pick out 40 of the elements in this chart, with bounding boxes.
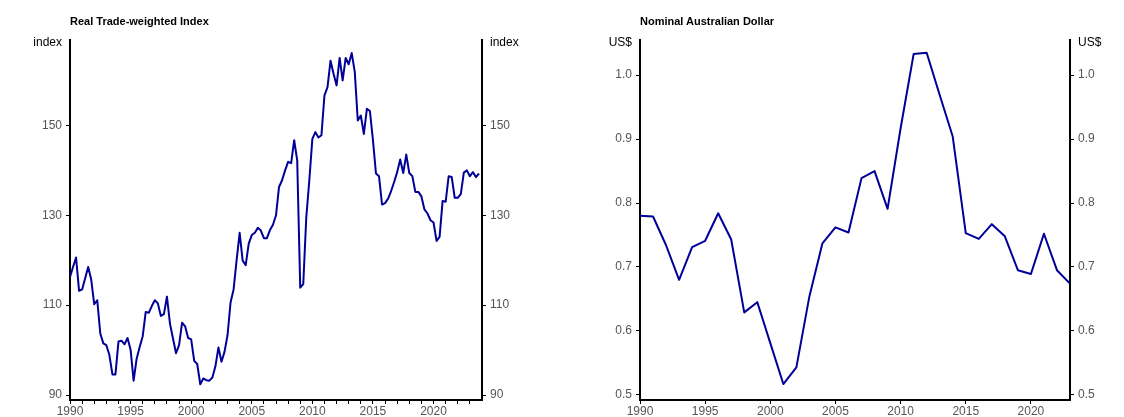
x-tick-label: 1990 (56, 403, 84, 417)
y-tick-label: 1.0 (615, 67, 633, 82)
y-tick-label: 0.6 (615, 323, 633, 338)
y-tick-label: 0.5 (615, 387, 633, 402)
x-tick-label: 2020 (420, 403, 448, 417)
x-tick-label: 2015 (952, 403, 980, 417)
y2-tick-label: 0.6 (1078, 323, 1096, 338)
y-tick-label: 130 (41, 207, 63, 222)
y2-tick-label: 110 (490, 297, 510, 312)
x-tick-label: 2015 (359, 403, 387, 417)
y2-tick-label: 0.8 (1078, 195, 1096, 210)
y-tick-label: 0.8 (615, 195, 633, 210)
y-tick-label: 90 (48, 387, 63, 402)
y2-tick-label: 0.7 (1078, 259, 1096, 274)
y2-tick-label: 0.9 (1078, 131, 1096, 146)
x-tick-label: 1990 (626, 403, 654, 417)
y-tick-label: 110 (42, 297, 63, 312)
x-tick-label: 1995 (117, 403, 145, 417)
x-tick-label: 2005 (238, 403, 266, 417)
y2-axis-title: index (490, 35, 519, 49)
x-tick-label: 2020 (1017, 403, 1045, 417)
y-axis-title: US$ (608, 35, 633, 49)
y2-tick-label: 130 (490, 207, 511, 222)
y-tick-label: 0.9 (615, 131, 633, 146)
y2-tick-label: 90 (490, 387, 504, 402)
y-tick-label: 0.7 (615, 259, 633, 274)
y-tick-label: 150 (41, 117, 63, 132)
x-tick-label: 2000 (756, 403, 784, 417)
x-tick-label: 2000 (177, 403, 205, 417)
x-tick-label: 2005 (822, 403, 850, 417)
y2-tick-label: 150 (490, 117, 511, 132)
x-tick-label: 1995 (691, 403, 719, 417)
y2-axis-title: US$ (1078, 35, 1102, 49)
x-tick-label: 2010 (887, 403, 915, 417)
y2-tick-label: 0.5 (1078, 387, 1096, 402)
y2-tick-label: 1.0 (1078, 67, 1096, 82)
chart-title: Nominal Australian Dollar (640, 15, 775, 27)
chart-title: Real Trade-weighted Index (70, 15, 210, 27)
x-tick-label: 2010 (299, 403, 327, 417)
y-axis-title: index (33, 35, 62, 49)
